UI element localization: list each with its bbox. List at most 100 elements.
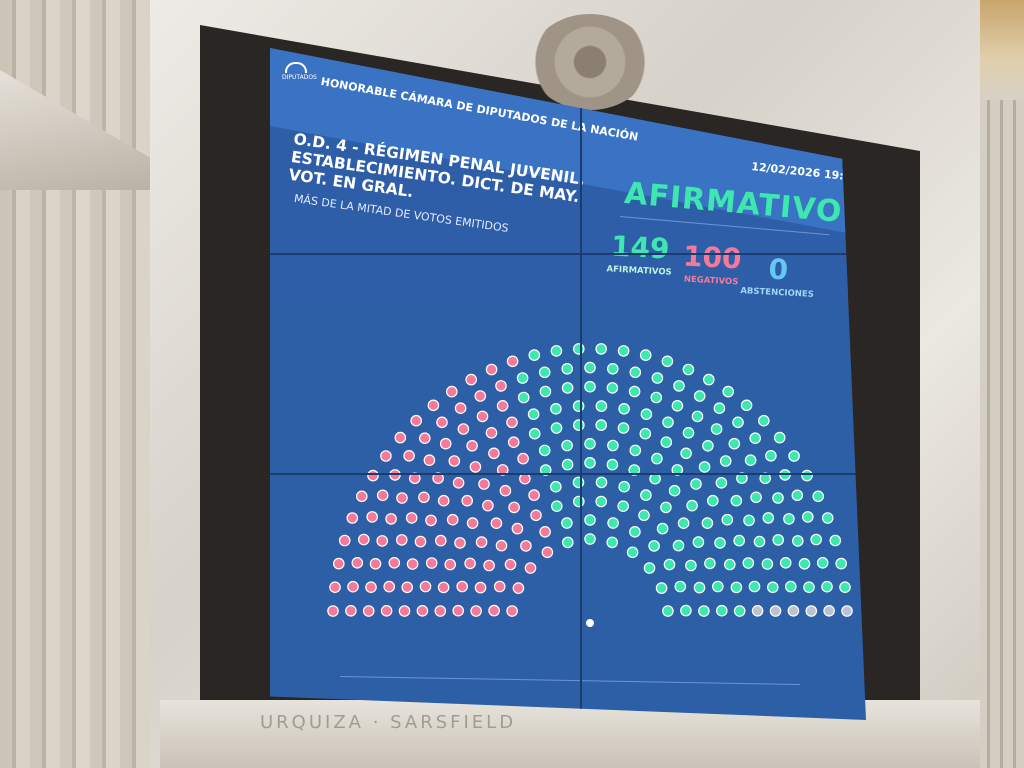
seat-marker <box>550 402 562 415</box>
seat-marker <box>730 494 743 507</box>
seat-marker <box>485 363 498 376</box>
seat-marker <box>663 558 676 571</box>
seat-marker <box>671 399 684 412</box>
seat-marker <box>482 499 494 512</box>
seat-marker <box>511 522 524 535</box>
seat-marker <box>791 489 804 502</box>
seat-marker <box>406 558 419 570</box>
seat-marker <box>713 402 726 414</box>
seat-marker <box>606 362 619 375</box>
seat-marker <box>446 385 458 398</box>
seat-marker <box>376 489 389 502</box>
seat-marker <box>362 605 375 617</box>
seat-marker <box>446 513 459 526</box>
ledge-inscription: URQUIZA · SARSFIELD <box>260 712 517 733</box>
voting-screen: DIPUTADOS HONORABLE CÁMARA DE DIPUTADOS … <box>270 48 866 720</box>
seat-marker <box>715 604 728 617</box>
seat-marker <box>495 539 508 552</box>
seat-marker <box>821 512 834 524</box>
seat-marker <box>595 495 607 508</box>
seat-marker <box>528 489 540 501</box>
seat-marker <box>772 534 784 546</box>
seat-marker <box>517 452 529 465</box>
seat-marker <box>835 557 847 570</box>
logo-text: DIPUTADOS <box>282 74 317 81</box>
seat-marker <box>607 439 619 452</box>
seat-marker <box>538 366 551 379</box>
seat-marker <box>761 558 774 570</box>
seat-marker <box>643 562 656 574</box>
panel-seam <box>580 48 582 720</box>
seat-marker <box>541 546 554 559</box>
seat-marker <box>685 559 697 572</box>
seat-marker <box>476 410 489 423</box>
seat-marker <box>376 535 388 547</box>
seat-marker <box>388 556 401 569</box>
seat-marker <box>662 605 674 617</box>
seat-marker <box>702 439 714 452</box>
seat-marker <box>655 582 668 594</box>
seat-marker <box>427 399 440 412</box>
seat-marker <box>595 476 608 489</box>
seat-marker <box>671 464 684 476</box>
seat-marker <box>629 525 641 538</box>
seat-marker <box>692 536 705 548</box>
seat-marker <box>508 501 520 514</box>
seat-marker <box>499 484 512 497</box>
seat-marker <box>730 581 743 594</box>
seat-marker <box>456 580 468 593</box>
seat-marker <box>457 423 470 435</box>
seat-marker <box>333 557 345 570</box>
seat-marker <box>629 366 642 379</box>
seat-marker <box>693 390 706 402</box>
seat-marker <box>823 604 835 617</box>
seat-marker <box>682 363 695 376</box>
seat-marker <box>437 581 450 594</box>
seat-marker <box>329 581 341 593</box>
seat-marker <box>742 557 755 569</box>
seat-marker <box>698 461 711 473</box>
seat-marker <box>550 500 563 512</box>
seat-marker <box>680 447 692 460</box>
seat-marker <box>454 537 466 549</box>
seat-marker <box>437 494 450 507</box>
seat-marker <box>791 535 804 547</box>
seat-marker <box>539 464 552 476</box>
seat-marker <box>485 426 498 439</box>
seat-marker <box>715 476 728 489</box>
seat-marker <box>550 422 563 434</box>
seat-marker <box>452 476 465 489</box>
seat-marker <box>517 391 530 404</box>
seat-marker <box>606 536 618 549</box>
seat-marker <box>639 349 652 361</box>
seat-marker <box>539 525 551 538</box>
seat-marker <box>584 533 596 545</box>
seat-marker <box>721 513 734 526</box>
seat-marker <box>733 605 746 617</box>
seat-marker <box>821 580 833 593</box>
seat-marker <box>829 534 842 547</box>
seat-marker <box>628 385 641 398</box>
seat-marker <box>805 605 818 617</box>
seat-marker <box>338 534 351 547</box>
seat-marker <box>369 557 382 570</box>
seat-marker <box>584 437 596 450</box>
seat-marker <box>469 461 482 473</box>
seat-marker <box>493 580 506 593</box>
seat-marker <box>617 422 630 434</box>
seat-marker <box>673 380 685 392</box>
seat-marker <box>394 431 407 444</box>
seat-marker <box>418 491 430 504</box>
seat-marker <box>454 402 467 414</box>
seat-marker <box>788 450 800 462</box>
seat-marker <box>773 431 786 444</box>
seat-marker <box>779 556 792 569</box>
seat-marker <box>606 382 619 394</box>
seat-marker <box>475 536 488 548</box>
seat-marker <box>816 556 829 569</box>
seat-marker <box>550 345 563 357</box>
seat-marker <box>769 605 782 617</box>
seat-marker <box>728 437 741 450</box>
seat-marker <box>495 380 507 392</box>
seat-marker <box>365 581 377 593</box>
